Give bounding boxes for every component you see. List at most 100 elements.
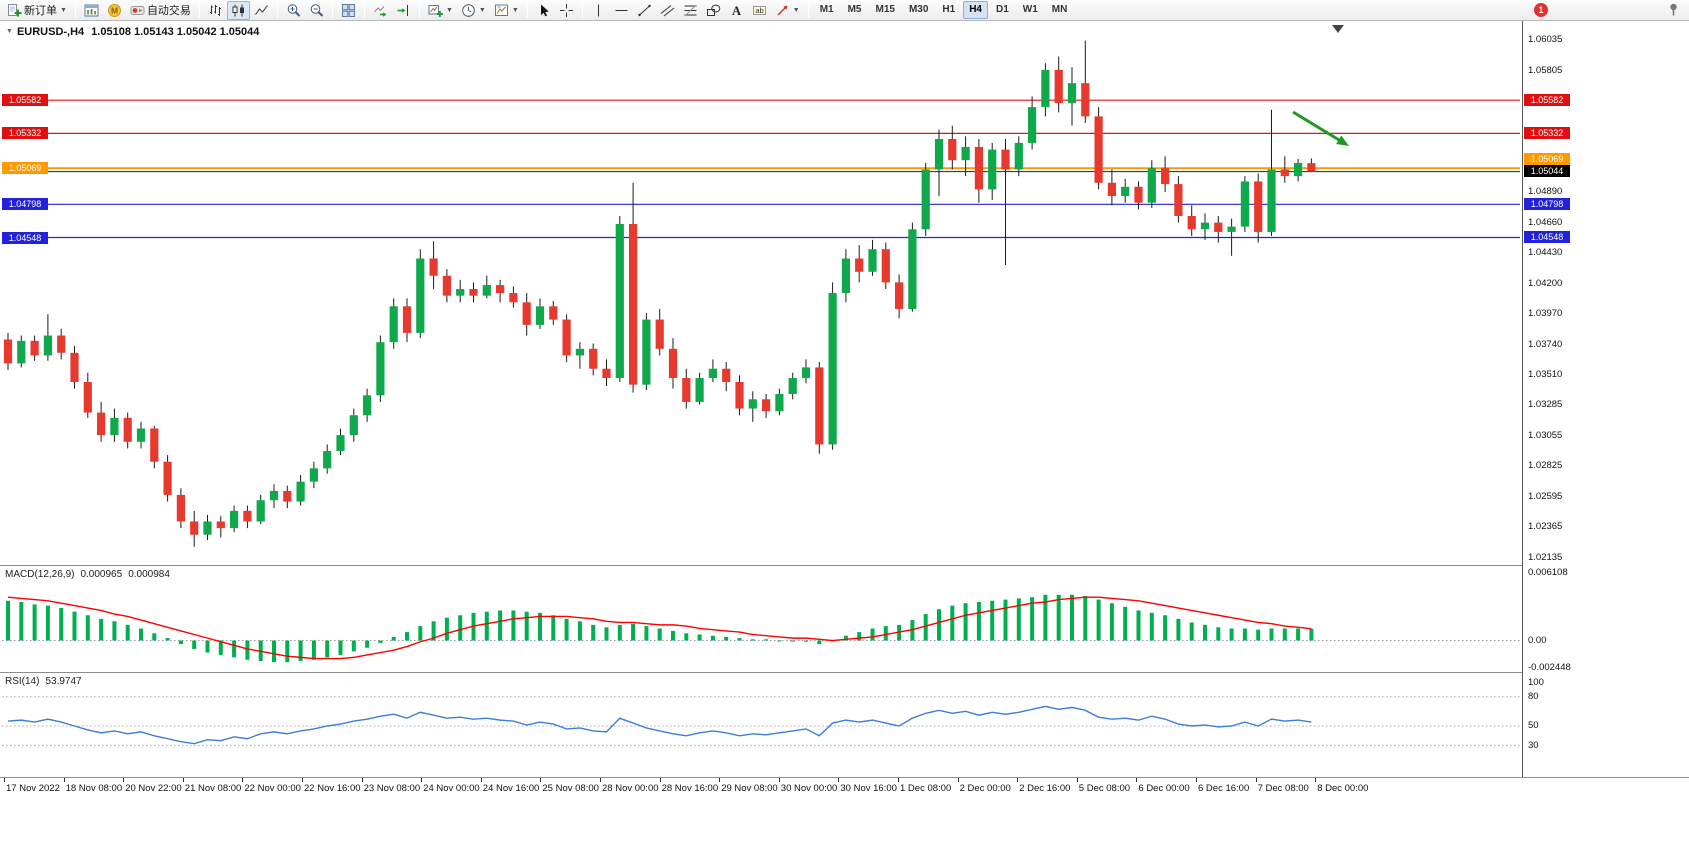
- timeframe-m30-button[interactable]: M30: [908, 4, 929, 15]
- fibonacci-button[interactable]: [679, 1, 702, 20]
- notification-badge[interactable]: 1: [1534, 3, 1548, 17]
- svg-text:M: M: [111, 5, 118, 15]
- time-tick: [123, 778, 125, 782]
- time-tick: [1136, 778, 1138, 782]
- channel-icon: [660, 3, 675, 18]
- zoom-in-button[interactable]: [282, 1, 305, 20]
- tile-windows-button[interactable]: [337, 1, 360, 20]
- vline-icon: [591, 3, 606, 18]
- candlestick-icon: [231, 3, 246, 18]
- cursor-button[interactable]: [532, 1, 555, 20]
- candlestick-button[interactable]: [226, 0, 250, 20]
- time-tick: [719, 778, 721, 782]
- rsi-indicator-panel[interactable]: [0, 672, 1522, 778]
- zoom-out-button[interactable]: [305, 1, 328, 20]
- label-button[interactable]: ab: [748, 1, 771, 20]
- crosshair-icon: [559, 3, 574, 18]
- templates-button[interactable]: ▼: [490, 1, 523, 20]
- new-order-button[interactable]: 新订单 ▼: [3, 1, 71, 20]
- main-price-chart[interactable]: [0, 21, 1522, 566]
- chart-shift-button[interactable]: [392, 1, 415, 20]
- toolbar-separator: [198, 2, 200, 18]
- rsi-scale-label: 80: [1528, 690, 1539, 702]
- periods-button[interactable]: ▼: [457, 1, 490, 20]
- new-order-button-label: 新订单: [24, 5, 57, 17]
- time-axis-label: 7 Dec 08:00: [1257, 783, 1309, 794]
- auto-trading-button[interactable]: 自动交易: [126, 1, 195, 20]
- line-chart-button[interactable]: [250, 1, 273, 20]
- timeframe-h1-button[interactable]: H1: [942, 4, 956, 15]
- panel-separator: [0, 777, 1689, 778]
- price-scale[interactable]: 1.06035 1.05805 1.04890 1.04660 1.04430 1.042…: [1522, 21, 1689, 777]
- bar-chart-icon: [208, 3, 223, 18]
- auto-scroll-icon: [373, 3, 388, 18]
- new-order-icon: [7, 3, 22, 18]
- time-tick: [480, 778, 482, 782]
- time-axis-label: 6 Dec 16:00: [1198, 783, 1250, 794]
- horizontal-line-button[interactable]: [610, 1, 633, 20]
- cursor-icon: [536, 3, 551, 18]
- timeframe-d1-button[interactable]: D1: [996, 4, 1009, 15]
- trend-arrow-annotation[interactable]: [1292, 110, 1345, 145]
- new-chart-icon: [428, 3, 443, 18]
- panel-separator[interactable]: [0, 565, 1689, 566]
- trendline-icon: [637, 3, 652, 18]
- time-axis-label: 23 Nov 08:00: [363, 783, 421, 794]
- arrows-button[interactable]: ▼: [771, 1, 804, 20]
- pin-icon[interactable]: [1666, 2, 1682, 18]
- timeframe-w1-button[interactable]: W1: [1022, 4, 1038, 15]
- timeframe-m15-button[interactable]: M15: [875, 4, 895, 15]
- rsi-name: RSI(14): [5, 676, 40, 687]
- autotrade-icon: [130, 3, 145, 18]
- svg-text:ab: ab: [755, 6, 763, 15]
- time-axis-label: 24 Nov 00:00: [423, 783, 480, 794]
- time-axis[interactable]: 17 Nov 2022 18 Nov 08:00 20 Nov 22:00 21 No…: [0, 778, 1689, 800]
- label-icon: ab: [752, 3, 767, 18]
- toolbar-separator: [418, 2, 420, 18]
- new-chart-button[interactable]: ▼: [424, 1, 457, 20]
- chevron-down-icon: ▼: [792, 6, 800, 14]
- horizontal-level-lines: [2, 99, 1520, 239]
- channel-button[interactable]: [656, 1, 679, 20]
- chevron-down-icon: ▼: [511, 6, 519, 14]
- charts-button[interactable]: [80, 1, 103, 20]
- macd-value-signal: 0.000984: [128, 569, 170, 580]
- timeframe-m1-button[interactable]: M1: [819, 4, 834, 15]
- trendline-button[interactable]: [633, 1, 656, 20]
- macd-indicator-panel[interactable]: [0, 566, 1522, 672]
- time-tick: [302, 778, 303, 782]
- time-tick: [361, 778, 363, 782]
- time-axis-label: 29 Nov 08:00: [721, 783, 778, 794]
- timeframe-h4-button[interactable]: H4: [963, 1, 988, 19]
- chart-collapse-icon[interactable]: ▼: [6, 28, 13, 35]
- charts-icon: [84, 3, 99, 18]
- price-badge-orange: 1.05069: [1524, 153, 1570, 166]
- text-button[interactable]: A: [725, 1, 748, 20]
- time-tick: [421, 778, 423, 782]
- time-tick: [1017, 778, 1019, 782]
- timeframe-m5-button[interactable]: M5: [847, 4, 862, 15]
- community-button[interactable]: M: [103, 1, 126, 20]
- chart-shift-icon: [396, 3, 411, 18]
- bar-chart-button[interactable]: [204, 1, 227, 20]
- time-axis-label: 24 Nov 16:00: [482, 783, 540, 794]
- panel-separator[interactable]: [0, 672, 1689, 673]
- time-tick: [1255, 778, 1257, 782]
- line-chart-icon: [254, 3, 269, 18]
- time-axis-label: 1 Dec 08:00: [900, 783, 952, 794]
- shapes-button[interactable]: [702, 1, 725, 20]
- time-tick: [182, 778, 184, 782]
- toolbar-separator: [363, 2, 365, 18]
- time-tick: [242, 778, 244, 782]
- timeframe-mn-button[interactable]: MN: [1051, 4, 1068, 15]
- price-scale-label: 1.02595: [1528, 490, 1563, 502]
- trend-arrow-head: [1336, 135, 1349, 146]
- auto-scroll-button[interactable]: [369, 1, 392, 20]
- crosshair-button[interactable]: [555, 1, 578, 20]
- svg-text:A: A: [732, 4, 741, 18]
- time-tick: [1315, 778, 1317, 782]
- time-axis-label: 30 Nov 00:00: [780, 783, 838, 794]
- time-axis-label: 18 Nov 08:00: [65, 783, 123, 794]
- vertical-line-button[interactable]: [587, 1, 610, 20]
- chart-shift-marker[interactable]: [1332, 25, 1344, 33]
